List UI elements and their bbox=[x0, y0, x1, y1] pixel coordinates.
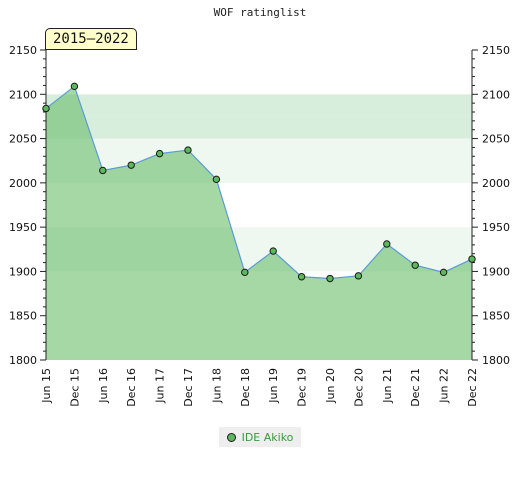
data-point bbox=[411, 261, 419, 269]
background-band bbox=[46, 116, 472, 139]
y-tick-label-left: 1850 bbox=[9, 310, 37, 323]
data-points bbox=[42, 82, 476, 283]
y-tick-label-right: 2050 bbox=[482, 133, 510, 146]
x-tick-label: Jun 22 bbox=[438, 368, 451, 404]
series-line bbox=[45, 85, 473, 280]
data-point bbox=[241, 268, 249, 277]
x-tick-label: Jun 19 bbox=[267, 368, 280, 404]
x-tick-label: Jun 20 bbox=[324, 368, 337, 404]
x-tick-label: Dec 16 bbox=[125, 368, 138, 407]
axes bbox=[40, 49, 478, 361]
data-point bbox=[212, 175, 221, 184]
legend-label: IDE Akiko bbox=[241, 430, 294, 444]
y-tick-label-right: 2000 bbox=[482, 177, 510, 190]
data-point bbox=[155, 149, 164, 158]
data-point bbox=[468, 255, 476, 263]
chart-title: WOF ratinglist bbox=[213, 6, 307, 19]
x-tick-label: Jun 21 bbox=[381, 368, 394, 404]
x-tick-label: Dec 18 bbox=[239, 368, 252, 407]
data-point bbox=[269, 247, 277, 255]
y-tick-label-right: 2100 bbox=[482, 88, 510, 101]
x-tick-label: Dec 17 bbox=[182, 368, 195, 407]
background-band bbox=[46, 72, 472, 95]
y-tick-label-right: 1900 bbox=[482, 265, 510, 278]
x-tick-label: Jun 18 bbox=[210, 368, 223, 404]
x-tick-label: Dec 20 bbox=[352, 368, 365, 407]
x-tick-label: Jun 17 bbox=[154, 368, 167, 404]
y-tick-label-left: 1950 bbox=[9, 221, 37, 234]
data-point bbox=[297, 273, 306, 281]
data-point bbox=[42, 104, 50, 113]
x-tick-label: Jun 16 bbox=[97, 368, 110, 404]
y-tick-label-right: 2150 bbox=[482, 44, 510, 57]
data-point bbox=[326, 274, 334, 283]
data-point bbox=[383, 240, 391, 248]
data-point bbox=[184, 146, 192, 154]
background-band bbox=[46, 94, 472, 117]
x-tick-label: Dec 22 bbox=[466, 368, 479, 407]
data-point bbox=[354, 272, 363, 280]
x-tick-label: Dec 15 bbox=[68, 368, 81, 407]
x-tick-label: Jun 15 bbox=[40, 368, 53, 404]
y-tick-label-left: 2000 bbox=[9, 177, 37, 190]
y-tick-label-left: 2100 bbox=[9, 88, 37, 101]
legend[interactable]: IDE Akiko bbox=[219, 427, 301, 447]
background-band bbox=[46, 138, 472, 161]
y-tick-label-right: 1950 bbox=[482, 221, 510, 234]
data-point bbox=[127, 161, 135, 169]
data-point bbox=[99, 166, 107, 175]
background-band bbox=[46, 50, 472, 73]
y-tick-label-left: 1900 bbox=[9, 265, 37, 278]
x-tick-label: Dec 19 bbox=[296, 368, 309, 407]
x-tick-label: Dec 21 bbox=[409, 368, 422, 407]
y-tick-label-right: 1850 bbox=[482, 310, 510, 323]
y-tick-label-left: 2050 bbox=[9, 133, 37, 146]
area-layer bbox=[45, 85, 473, 361]
legend-marker-icon bbox=[226, 432, 236, 442]
data-point bbox=[70, 82, 79, 91]
y-tick-label-left: 2150 bbox=[9, 44, 37, 57]
data-point bbox=[439, 268, 448, 277]
y-tick-label-left: 1800 bbox=[9, 354, 37, 367]
tick-labels: 1800 1800 1850 1850 1900 1900 1950 1950 2000 2000… bbox=[9, 44, 510, 407]
period-badge: 2015–2022 bbox=[45, 28, 137, 50]
y-tick-label-right: 1800 bbox=[482, 354, 510, 367]
series-area bbox=[46, 86, 472, 361]
